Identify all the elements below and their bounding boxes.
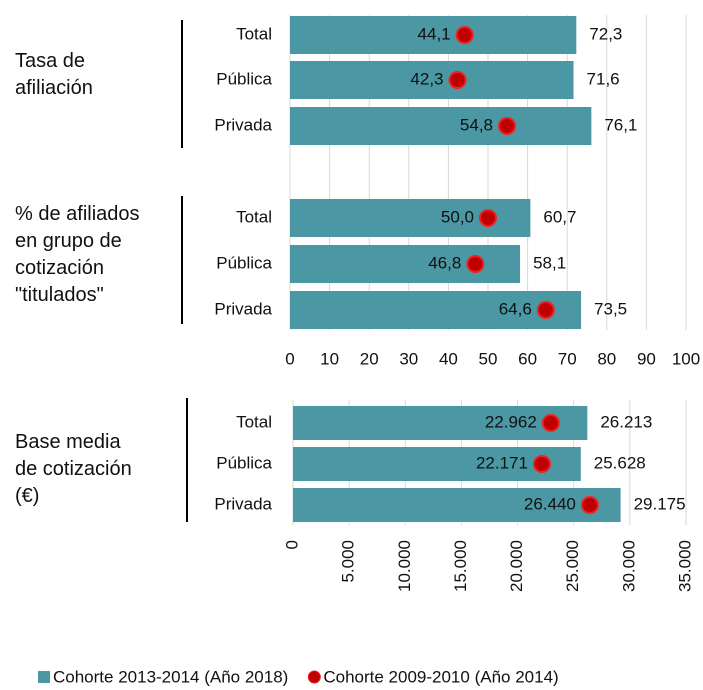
value-label: 26.213	[600, 412, 652, 431]
x-tick-label: 0	[285, 349, 294, 368]
value-label: 22.171	[476, 453, 528, 472]
value-label: 60,7	[543, 207, 576, 226]
dot	[580, 496, 599, 514]
group-label: Base media de cotización (€)	[15, 431, 132, 507]
x-tick-label: 35.000	[675, 540, 694, 592]
x-tick-label: 10	[320, 349, 339, 368]
x-tick-label: 30	[399, 349, 418, 368]
category-label: Pública	[216, 69, 272, 88]
category-label: Privada	[214, 115, 272, 134]
bar	[290, 61, 574, 99]
bar	[293, 447, 581, 481]
x-tick-label: 100	[672, 349, 700, 368]
x-tick-label: 10.000	[395, 540, 414, 592]
x-tick-label: 80	[597, 349, 616, 368]
bar	[290, 107, 592, 145]
category-label: Total	[236, 207, 272, 226]
value-label: 42,3	[410, 69, 443, 88]
value-label: 76,1	[604, 115, 637, 134]
x-tick-label: 20	[360, 349, 379, 368]
x-tick-label: 15.000	[451, 540, 470, 592]
x-tick-label: 40	[439, 349, 458, 368]
x-tick-label: 30.000	[619, 540, 638, 592]
bar	[293, 406, 588, 440]
legend-label: Cohorte 2013-2014 (Año 2018)	[53, 667, 288, 686]
value-label: 58,1	[533, 253, 566, 272]
legend-swatch	[38, 671, 50, 683]
dot	[541, 414, 560, 432]
x-tick-label: 20.000	[507, 540, 526, 592]
dot	[479, 209, 497, 227]
bar	[290, 245, 521, 283]
value-label: 22.962	[485, 412, 537, 431]
legend-swatch	[307, 670, 321, 684]
value-label: 64,6	[499, 299, 532, 318]
x-tick-label: 70	[558, 349, 577, 368]
group-label: % de afiliados en grupo de cotización "t…	[15, 203, 140, 306]
value-label: 54,8	[460, 115, 493, 134]
x-tick-label: 60	[518, 349, 537, 368]
value-label: 29.175	[634, 494, 686, 513]
category-label: Pública	[216, 253, 272, 272]
legend-label: Cohorte 2009-2010 (Año 2014)	[323, 667, 558, 686]
value-label: 46,8	[428, 253, 461, 272]
value-label: 72,3	[589, 24, 622, 43]
x-tick-label: 90	[637, 349, 656, 368]
x-tick-label: 50	[479, 349, 498, 368]
x-tick-label: 0	[282, 540, 301, 549]
value-label: 26.440	[524, 494, 576, 513]
category-label: Privada	[214, 494, 272, 513]
category-label: Total	[236, 24, 272, 43]
value-label: 50,0	[441, 207, 474, 226]
value-label: 73,5	[594, 299, 627, 318]
bar	[290, 16, 577, 54]
dot	[466, 255, 485, 273]
group-label: Tasa de afiliación	[15, 50, 93, 99]
value-label: 25.628	[594, 453, 646, 472]
dot	[532, 455, 551, 473]
x-tick-label: 5.000	[339, 540, 358, 583]
bar	[293, 488, 621, 522]
dot	[536, 301, 555, 319]
dot	[455, 26, 474, 44]
x-tick-label: 25.000	[563, 540, 582, 592]
category-label: Total	[236, 412, 272, 431]
category-label: Privada	[214, 299, 272, 318]
value-label: 44,1	[418, 24, 451, 43]
category-label: Pública	[216, 453, 272, 472]
value-label: 71,6	[587, 69, 620, 88]
dot	[448, 71, 467, 89]
bar	[290, 291, 582, 329]
dot	[498, 117, 517, 135]
